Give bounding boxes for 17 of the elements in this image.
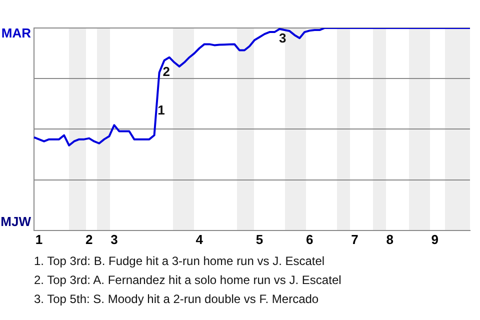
x-tick-label: 5 [256,232,264,247]
text: 2. Top 3rd: A. Fernandez hit a solo home run vs J. Escatel [34,272,342,289]
x-tick-label: 2 [86,232,93,247]
text: 1. Top 3rd: B. Fudge hit a 3-run home run vs J. Escatel [34,253,326,270]
x-tick-label: 3 [110,232,118,247]
x-tick-label: 9 [431,232,439,247]
text: MAR [1,26,32,41]
annotation: 3 [278,30,286,46]
x-tick-label: 8 [386,232,394,247]
x-tick-label: 7 [351,232,358,247]
x-tick-label: 6 [306,232,314,247]
x-tick-label: 4 [196,232,204,247]
text: 3. Top 5th: S. Moody hit a 2-run double vs F. Mercado [34,291,320,308]
text: MJW [0,214,32,229]
annotation: 1 [158,102,165,118]
x-tick-label: 1 [35,232,43,247]
annotation: 2 [162,64,170,80]
